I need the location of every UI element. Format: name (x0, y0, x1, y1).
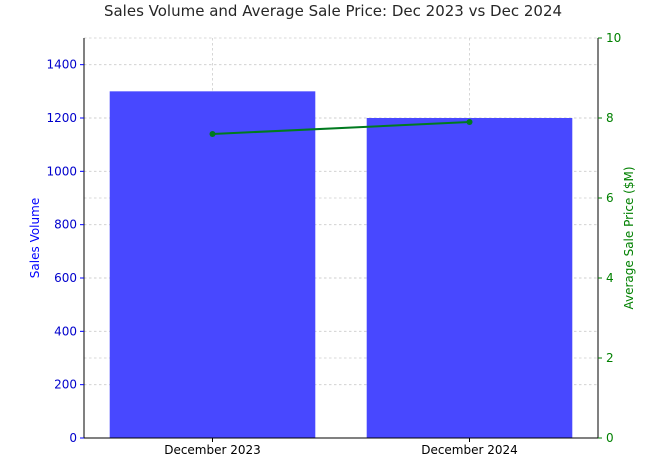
y-tick-label-left: 0 (69, 431, 77, 445)
bar (109, 91, 316, 438)
y-tick-label-left: 600 (54, 271, 77, 285)
bar (366, 118, 573, 438)
y-tick-label-right: 4 (606, 271, 614, 285)
y-tick-label-left: 1200 (46, 111, 77, 125)
x-tick-label: December 2023 (164, 443, 261, 457)
price-point (466, 119, 473, 125)
axes: 0 200 400 600 800 1000 1200 1400 0 2 4 6 8 10 December… (46, 31, 621, 457)
price-line (212, 121, 470, 135)
y-tick-label-right: 6 (606, 191, 614, 205)
y-axis-label-left: Sales Volume (28, 198, 42, 278)
y-tick-label-right: 10 (606, 31, 621, 45)
y-tick-label-left: 800 (54, 218, 77, 232)
y-tick-label-right: 2 (606, 351, 614, 365)
y-tick-label-left: 400 (54, 324, 77, 338)
line-series (209, 119, 473, 137)
x-tick-label: December 2024 (421, 443, 518, 457)
bars (109, 91, 573, 438)
price-point (209, 131, 216, 137)
y-tick-label-right: 0 (606, 431, 614, 445)
y-axis-label-right: Average Sale Price ($M) (622, 166, 636, 309)
y-tick-label-left: 1400 (46, 58, 77, 72)
chart-title: Sales Volume and Average Sale Price: Dec… (104, 2, 562, 20)
y-tick-label-left: 200 (54, 378, 77, 392)
y-tick-label-right: 8 (606, 111, 614, 125)
y-tick-label-left: 1000 (46, 164, 77, 178)
